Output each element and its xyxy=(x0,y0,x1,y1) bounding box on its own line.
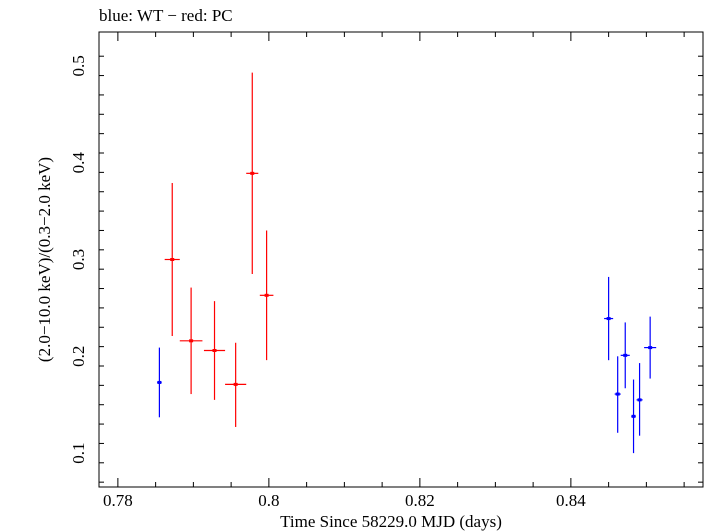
data-point xyxy=(264,293,269,297)
data-point xyxy=(637,398,642,402)
data-point xyxy=(233,382,238,386)
x-axis-label: Time Since 58229.0 MJD (days) xyxy=(280,512,502,531)
y-tick-label: 0.2 xyxy=(69,346,88,367)
y-tick-label: 0.3 xyxy=(69,249,88,270)
y-tick-label: 0.5 xyxy=(69,55,88,76)
data-point xyxy=(250,171,255,175)
data-point xyxy=(615,392,620,396)
x-tick-label: 0.82 xyxy=(405,491,435,510)
plot-frame xyxy=(98,31,704,488)
y-tick-label: 0.4 xyxy=(69,152,88,174)
data-point xyxy=(606,317,611,321)
x-tick-label: 0.8 xyxy=(258,491,279,510)
data-point xyxy=(623,353,628,357)
data-point xyxy=(648,346,653,350)
data-point xyxy=(189,339,194,343)
data-point xyxy=(631,414,636,418)
data-point xyxy=(157,380,162,384)
x-tick-label: 0.84 xyxy=(556,491,586,510)
y-tick-label: 0.1 xyxy=(69,442,88,463)
data-point xyxy=(170,258,175,261)
data-point xyxy=(212,349,217,352)
x-tick-label: 0.78 xyxy=(103,491,133,510)
y-axis-label: (2.0−10.0 keV)/(0.3−2.0 keV) xyxy=(35,157,54,362)
chart-title: blue: WT − red: PC xyxy=(99,6,233,25)
